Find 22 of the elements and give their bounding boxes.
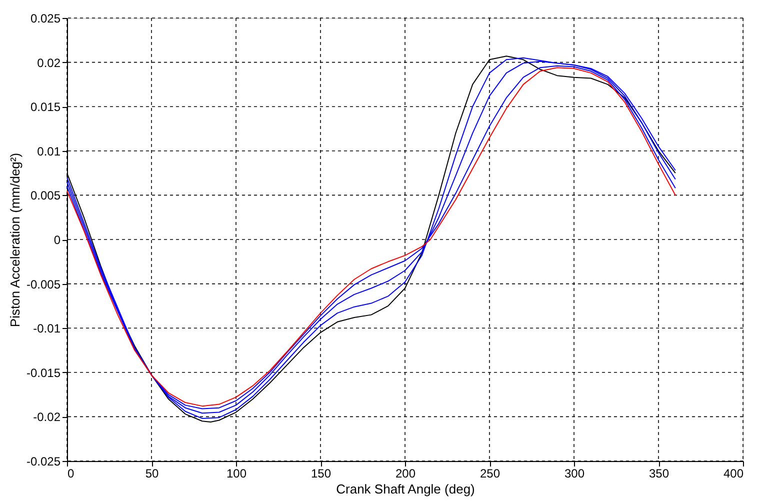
y-tick-label: -0.025 bbox=[26, 454, 61, 468]
y-tick-label: 0.005 bbox=[30, 188, 61, 203]
y-tick-label: 0.02 bbox=[37, 56, 61, 70]
x-tick-label: 250 bbox=[480, 466, 500, 480]
y-tick-label: -0.01 bbox=[33, 322, 61, 336]
y-tick-label: 0.025 bbox=[30, 12, 61, 26]
y-tick-label: 0.01 bbox=[37, 144, 61, 158]
x-tick-label: 200 bbox=[395, 466, 416, 480]
x-tick-label: 350 bbox=[648, 466, 670, 480]
y-axis-title: Piston Acceleration (mm/deg²) bbox=[7, 152, 22, 328]
x-tick-label: 300 bbox=[564, 466, 585, 480]
y-tick-label: -0.015 bbox=[26, 366, 61, 380]
x-tick-label: 400 bbox=[723, 466, 744, 480]
x-tick-label: 150 bbox=[310, 466, 332, 480]
y-tick-label: 0 bbox=[54, 233, 61, 247]
x-axis-title: Crank Shaft Angle (deg) bbox=[336, 482, 475, 496]
y-tick-label: -0.02 bbox=[33, 410, 61, 424]
x-tick-label: 0 bbox=[68, 466, 74, 480]
x-tick-label: 100 bbox=[226, 466, 247, 480]
x-tick-label: 50 bbox=[145, 466, 159, 480]
y-tick-label: 0.015 bbox=[30, 100, 61, 114]
y-tick-label: -0.005 bbox=[26, 277, 61, 292]
